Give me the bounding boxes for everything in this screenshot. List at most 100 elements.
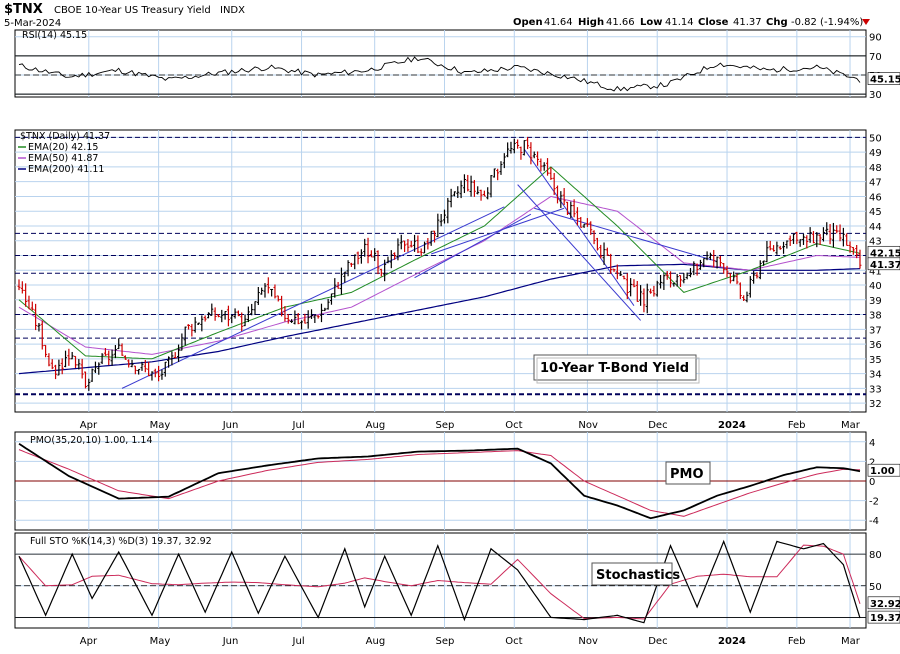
ohlc-bar: [137, 368, 141, 375]
ohlc-bar: [562, 188, 566, 206]
price-x-tick: Nov: [578, 420, 598, 431]
ohlc-bar: [50, 359, 54, 370]
ohlc-bar: [34, 303, 38, 331]
ohlc-bar: [845, 233, 849, 246]
sto-x-tick: May: [150, 636, 171, 647]
ohlc-bar: [100, 353, 104, 365]
ohlc-bar: [838, 224, 842, 242]
price-y-tick: 46: [869, 192, 882, 203]
ohlc-bar: [755, 272, 759, 279]
ohlc-bar: [835, 225, 839, 234]
ohlc-bar: [87, 378, 91, 391]
trendline-3: [517, 184, 641, 321]
ohlc-bar: [811, 231, 815, 244]
ohlc-bar: [403, 240, 407, 252]
ohlc-bar: [90, 368, 94, 382]
ohlc-bar: [808, 227, 812, 243]
ohlc-bar: [559, 191, 563, 208]
sto-x-tick: Jul: [292, 636, 305, 647]
chg-label: Chg: [766, 17, 788, 28]
price-x-tick: Jul: [292, 420, 305, 431]
ohlc-bar: [203, 315, 207, 322]
chg-value: -0.82 (-1.94%): [791, 17, 863, 28]
ohlc-bar: [206, 312, 210, 319]
price-y-tick: 50: [869, 133, 882, 144]
ohlc-bar: [77, 359, 81, 370]
sto-x-tick: Jun: [222, 636, 239, 647]
ohlc-bar: [512, 138, 516, 154]
price-x-tick: Apr: [80, 420, 98, 431]
ohlc-bar: [556, 185, 560, 204]
ohlc-bar: [675, 273, 679, 287]
ohlc-bar: [379, 268, 383, 277]
ohlc-bar: [565, 201, 569, 216]
ohlc-bar: [256, 286, 260, 305]
sto-x-tick: Oct: [505, 636, 522, 647]
rsi-y-tick: 30: [869, 90, 882, 101]
pmo-annotation-box: [665, 461, 711, 485]
close-label: Close: [698, 17, 729, 28]
price-y-tick: 49: [869, 148, 882, 159]
ohlc-bar: [828, 224, 832, 245]
ohlc-bar: [306, 310, 310, 329]
ohlc-bar: [110, 349, 114, 366]
ohlc-bar: [708, 252, 712, 261]
ohlc-bar: [722, 262, 726, 274]
ohlc-bar: [426, 238, 430, 250]
ohlc-bar: [246, 306, 250, 323]
price-x-tick: Aug: [366, 420, 386, 431]
ohlc-bar: [456, 186, 460, 199]
ohlc-bar: [655, 280, 659, 297]
ohlc-bar: [366, 237, 370, 264]
sto-k-line: [18, 539, 861, 624]
ohlc-bar: [167, 356, 171, 368]
ohlc-bar: [123, 355, 127, 360]
pmo-last-value: 1.00: [870, 466, 895, 477]
price-x-tick: Mar: [841, 420, 861, 431]
ohlc-bar: [300, 320, 304, 330]
trendline-0: [121, 206, 505, 389]
ohlc-bar: [396, 238, 400, 261]
ohlc-bar: [728, 273, 732, 284]
ohlc-bar: [313, 314, 317, 323]
trendline-4: [534, 207, 718, 262]
ohlc-bar: [373, 248, 377, 262]
sto-d-last-value: 32.92: [870, 599, 900, 610]
down-arrow-icon: [862, 19, 870, 25]
ohlc-bar: [326, 298, 330, 310]
price-y-tick: 38: [869, 311, 882, 322]
ohlc-bar: [17, 279, 21, 291]
ohlc-bar: [80, 358, 84, 379]
price-x-tick: Dec: [648, 420, 667, 431]
sto-x-tick: Mar: [841, 636, 861, 647]
low-value: 41.14: [665, 17, 694, 28]
sto-d-line: [18, 544, 861, 620]
ohlc-bar: [423, 241, 427, 254]
ohlc-bar: [459, 180, 463, 199]
price-y-tick: 33: [869, 384, 882, 395]
pmo-last-value-box: [867, 463, 900, 477]
ohlc-bar: [439, 214, 443, 227]
rsi-last-value: 45.15: [870, 75, 900, 86]
ohlc-bar: [516, 139, 520, 149]
price-x-tick: Feb: [788, 420, 806, 431]
rsi-line: [18, 56, 861, 92]
chart-date: 5-Mar-2024: [4, 18, 61, 29]
ohlc-bar: [821, 227, 825, 242]
ohlc-bar: [213, 307, 217, 321]
ohlc-bar: [738, 282, 742, 299]
ohlc-bar: [333, 278, 337, 298]
ohlc-bar: [609, 253, 613, 274]
ohlc-bar: [163, 361, 167, 377]
ohlc-bar: [652, 285, 656, 297]
price-y-tick: 48: [869, 163, 882, 174]
ohlc-bar: [645, 283, 649, 314]
ohlc-bar: [782, 241, 786, 254]
price-y-tick: 41: [869, 266, 882, 277]
ema50-line: [18, 195, 861, 355]
price-x-tick: 2024: [718, 420, 746, 431]
ohlc-bar: [725, 265, 729, 278]
ohlc-bar: [74, 355, 78, 369]
ohlc-bar: [762, 260, 766, 266]
ohlc-bar: [502, 153, 506, 169]
